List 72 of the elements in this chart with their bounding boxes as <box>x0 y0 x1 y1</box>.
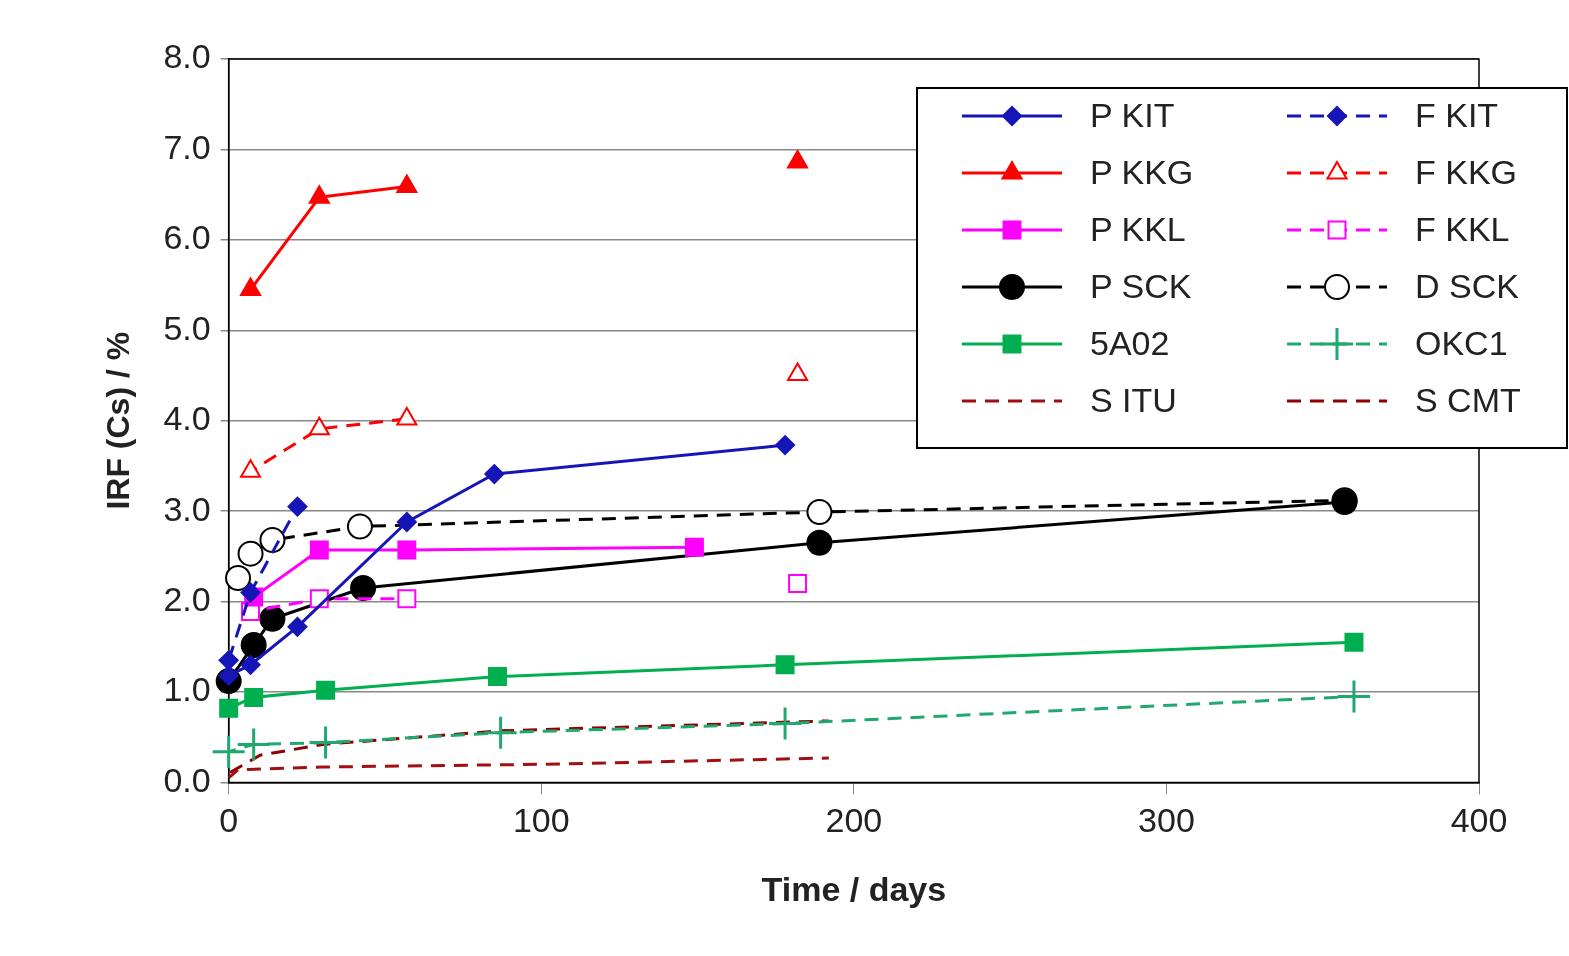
legend-label: S ITU <box>1090 381 1177 420</box>
point <box>287 496 308 517</box>
y-axis-title: IRF (Cs) / % <box>100 331 137 510</box>
point <box>484 716 517 749</box>
point <box>396 174 418 193</box>
y-tick-label: 4.0 <box>163 399 211 438</box>
legend-label: S CMT <box>1415 381 1521 420</box>
point <box>225 565 252 592</box>
point <box>397 589 417 609</box>
point <box>396 511 417 532</box>
point <box>806 529 833 556</box>
legend-label: 5A02 <box>1090 324 1170 363</box>
x-tick-label: 200 <box>825 801 883 840</box>
point <box>775 655 795 675</box>
point <box>309 726 342 759</box>
point <box>287 616 308 637</box>
y-tick-label: 8.0 <box>163 37 211 76</box>
x-tick-label: 300 <box>1138 801 1195 840</box>
point <box>806 499 833 526</box>
line-series <box>227 756 831 780</box>
y-tick-label: 1.0 <box>163 670 211 709</box>
legend-label: F KIT <box>1415 96 1499 135</box>
point <box>769 707 802 740</box>
point <box>396 406 418 426</box>
legend-label: F KKG <box>1415 153 1518 192</box>
y-tick-label: 3.0 <box>163 489 211 528</box>
y-tick-label: 5.0 <box>163 308 211 347</box>
point <box>308 416 330 436</box>
x-tick-label: 0 <box>219 801 239 840</box>
legend-label: OKC1 <box>1415 324 1508 363</box>
point <box>1344 632 1364 652</box>
point <box>309 540 329 560</box>
point <box>484 464 505 485</box>
point <box>240 582 261 603</box>
point <box>212 735 245 768</box>
point <box>219 698 239 718</box>
point <box>240 277 262 297</box>
legend-label: D SCK <box>1415 267 1520 306</box>
legend-label: P KKG <box>1090 153 1194 192</box>
point <box>316 680 336 700</box>
point <box>1337 680 1370 713</box>
point <box>218 650 239 671</box>
point <box>684 537 704 557</box>
y-tick-label: 2.0 <box>163 579 211 618</box>
legend-label: P KIT <box>1090 96 1175 135</box>
point <box>488 667 507 687</box>
x-tick-label: 100 <box>512 801 570 840</box>
point <box>237 540 264 567</box>
point <box>240 459 262 478</box>
legend-label: F KKL <box>1415 210 1510 249</box>
legend-label: P KKL <box>1090 210 1186 249</box>
y-tick-label: 0.0 <box>163 760 211 799</box>
point <box>397 540 417 560</box>
point <box>787 362 809 382</box>
point <box>308 185 330 204</box>
x-tick-label: 400 <box>1450 801 1508 840</box>
x-axis-title: Time / days <box>761 869 947 908</box>
point <box>259 605 286 632</box>
point <box>237 728 270 761</box>
y-tick-label: 7.0 <box>163 127 211 166</box>
point <box>350 574 377 601</box>
legend-label: P SCK <box>1090 267 1192 306</box>
y-tick-label: 6.0 <box>163 218 211 257</box>
point <box>240 631 267 658</box>
point <box>775 435 796 456</box>
point <box>788 573 808 593</box>
point <box>346 513 373 540</box>
point <box>787 150 809 169</box>
point <box>240 654 261 675</box>
point <box>244 687 264 707</box>
line-series <box>227 719 831 775</box>
point <box>259 527 286 554</box>
